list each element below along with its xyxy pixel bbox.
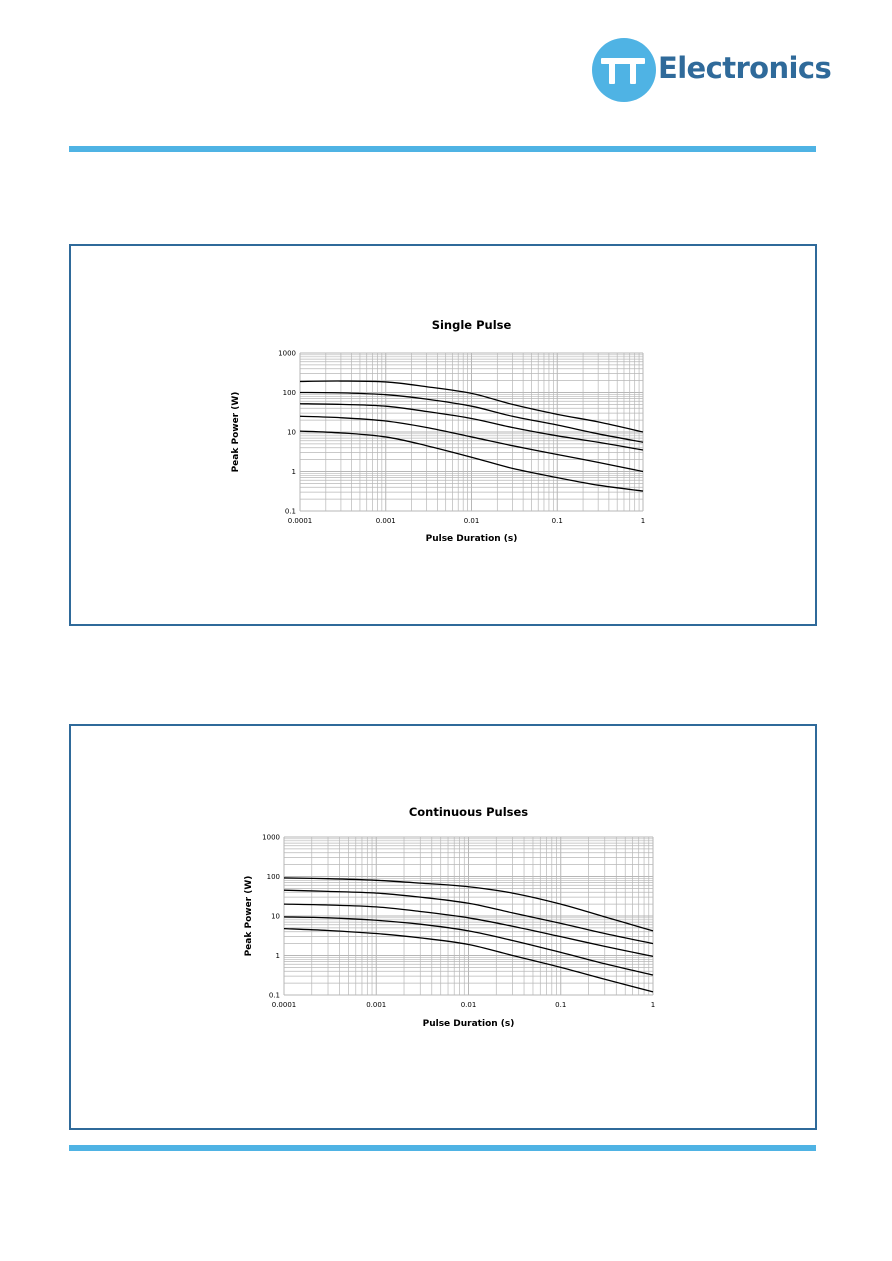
logo-circle [592,38,656,102]
y-axis-label: Peak Power (W) [231,392,241,473]
chart-title: Single Pulse [432,318,512,332]
chart-title: Continuous Pulses [409,805,528,819]
continuous-pulses-panel: 0.0001 0.001 0.01 0.1 1 0.1 1 10 100 1000 Continuo… [69,724,817,1130]
header-rule [69,146,816,152]
x-tick-label: 1 [641,517,645,525]
series-line-1 [299,380,644,433]
gridlines [299,352,644,512]
y-tick-label: 1 [292,468,296,476]
gridlines [283,836,654,996]
footer-rule [69,1145,816,1151]
y-tick-label: 1000 [278,350,296,358]
x-tick-label: 0.0001 [272,1001,297,1009]
y-tick-label: 100 [283,389,296,397]
x-tick-label: 0.01 [464,517,480,525]
y-tick-label: 100 [267,873,280,881]
logo-tt-mark-icon [601,58,645,84]
series-line-1 [283,877,654,932]
x-tick-label: 1 [651,1001,655,1009]
x-tick-label: 0.0001 [288,517,313,525]
x-tick-label: 0.1 [552,517,563,525]
y-tick-label: 1 [276,952,280,960]
x-tick-label: 0.01 [461,1001,477,1009]
single-pulse-chart: 0.0001 0.001 0.01 0.1 1 0.1 1 10 100 1000 Single P… [231,318,645,544]
company-logo: Electronics [592,38,832,104]
single-pulse-panel: 0.0001 0.001 0.01 0.1 1 0.1 1 10 100 1000 Single P… [69,244,817,626]
series-line-5 [299,430,644,492]
y-axis-label: Peak Power (W) [244,876,254,957]
y-tick-label: 1000 [262,834,280,842]
x-axis-label: Pulse Duration (s) [423,1019,515,1029]
x-tick-label: 0.001 [366,1001,386,1009]
y-tick-label: 10 [287,429,296,437]
series-line-3 [283,903,654,958]
x-axis-label: Pulse Duration (s) [426,534,518,544]
x-tick-label: 0.001 [376,517,396,525]
series-line-4 [283,916,654,976]
continuous-pulses-chart: 0.0001 0.001 0.01 0.1 1 0.1 1 10 100 1000 Continuo… [244,805,655,1029]
y-tick-label: 0.1 [269,992,280,1000]
series-line-2 [299,391,644,443]
series-line-3 [299,403,644,451]
y-tick-label: 10 [271,913,280,921]
x-tick-label: 0.1 [555,1001,566,1009]
y-tick-label: 0.1 [285,508,296,516]
logo-text: Electronics [658,51,832,85]
series-line-5 [283,927,654,993]
series-line-4 [299,415,644,473]
series-line-2 [283,889,654,945]
